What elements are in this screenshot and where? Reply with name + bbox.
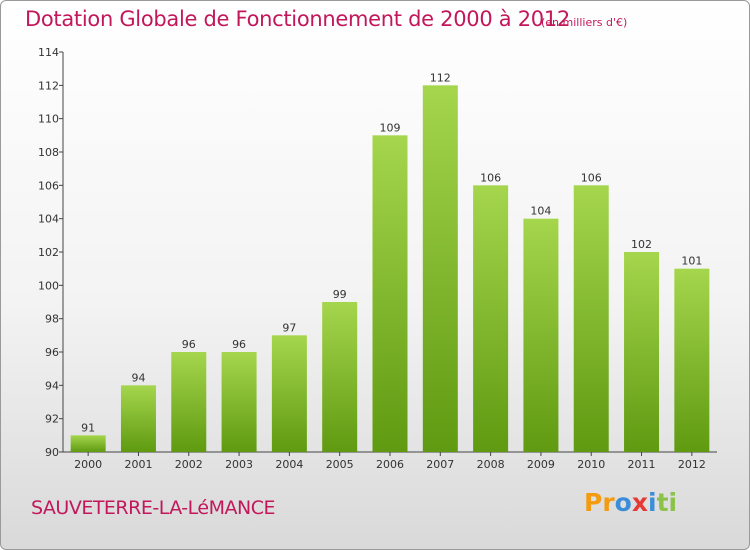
- x-tick-label: 2007: [426, 458, 454, 471]
- x-tick-label: 2003: [225, 458, 253, 471]
- bar-2003: [221, 352, 257, 452]
- bar-2010: [573, 185, 609, 453]
- y-tick-label: 112: [38, 79, 59, 92]
- chart-subtitle: (en milliers d'€): [541, 16, 628, 29]
- value-label: 104: [530, 205, 551, 218]
- x-tick-label: 2012: [678, 458, 706, 471]
- y-tick-label: 110: [38, 113, 59, 126]
- x-axis: 2000 2001 2002 2003 2004 2005 2006 2007 2008 2009…: [63, 451, 717, 471]
- bar-2001: [120, 385, 156, 452]
- y-tick-label: 104: [38, 213, 59, 226]
- y-tick-label: 92: [45, 413, 59, 426]
- value-label: 96: [182, 338, 196, 351]
- bar-2004: [271, 335, 307, 452]
- value-label: 106: [480, 171, 501, 184]
- bar-2008: [473, 185, 509, 453]
- value-label: 94: [131, 371, 145, 384]
- x-tick-label: 2005: [326, 458, 354, 471]
- logo-letter: r: [602, 488, 615, 517]
- x-tick-label: 2009: [527, 458, 555, 471]
- bar-2002: [171, 352, 207, 452]
- value-label: 106: [581, 171, 602, 184]
- value-label: 97: [282, 321, 296, 334]
- logo-letter: x: [631, 488, 648, 517]
- proxiti-logo[interactable]: Proxiti: [584, 488, 677, 517]
- logo-letter: o: [614, 488, 632, 517]
- y-tick-label: 90: [45, 446, 59, 459]
- bars: [70, 85, 710, 453]
- value-label: 112: [430, 71, 451, 84]
- commune-name: SAUVETERRE-LA-LéMANCE: [31, 497, 275, 519]
- x-tick-label: 2002: [175, 458, 203, 471]
- logo-letter: P: [584, 488, 603, 517]
- y-tick-label: 106: [38, 179, 59, 192]
- x-tick-label: 2010: [577, 458, 605, 471]
- y-tick-label: 94: [45, 379, 59, 392]
- y-tick-label: 100: [38, 279, 59, 292]
- logo-letter: i: [648, 488, 657, 517]
- logo-letter: i: [668, 488, 678, 517]
- x-tick-label: 2011: [628, 458, 656, 471]
- value-label: 96: [232, 338, 246, 351]
- bar-2000: [70, 435, 106, 452]
- bar-2012: [674, 268, 710, 452]
- value-labels: 91 94 96 96 97 99 109 112 106 104 106 102 101: [81, 71, 702, 434]
- chart-title: Dotation Globale de Fonctionnement de 20…: [25, 7, 570, 31]
- bar-2007: [422, 85, 458, 452]
- x-tick-label: 2004: [275, 458, 303, 471]
- bar-2005: [322, 302, 358, 452]
- y-tick-label: 108: [38, 146, 59, 159]
- bar-2009: [523, 218, 559, 452]
- y-tick-label: 98: [45, 313, 59, 326]
- x-tick-label: 2000: [74, 458, 102, 471]
- x-tick-label: 2008: [477, 458, 505, 471]
- bar-2011: [624, 252, 660, 452]
- bar-2006: [372, 135, 408, 453]
- value-label: 101: [681, 255, 702, 268]
- value-label: 102: [631, 238, 652, 251]
- logo-letter: t: [656, 488, 669, 517]
- value-label: 109: [380, 121, 401, 134]
- value-label: 99: [333, 288, 347, 301]
- x-tick-label: 2001: [124, 458, 152, 471]
- value-label: 91: [81, 421, 95, 434]
- y-tick-label: 114: [38, 46, 59, 59]
- y-axis: 90 92 94 96 98 100 102 104 106 108 110 112 114: [38, 46, 64, 459]
- x-tick-label: 2006: [376, 458, 404, 471]
- y-tick-label: 96: [45, 346, 59, 359]
- y-tick-label: 102: [38, 246, 59, 259]
